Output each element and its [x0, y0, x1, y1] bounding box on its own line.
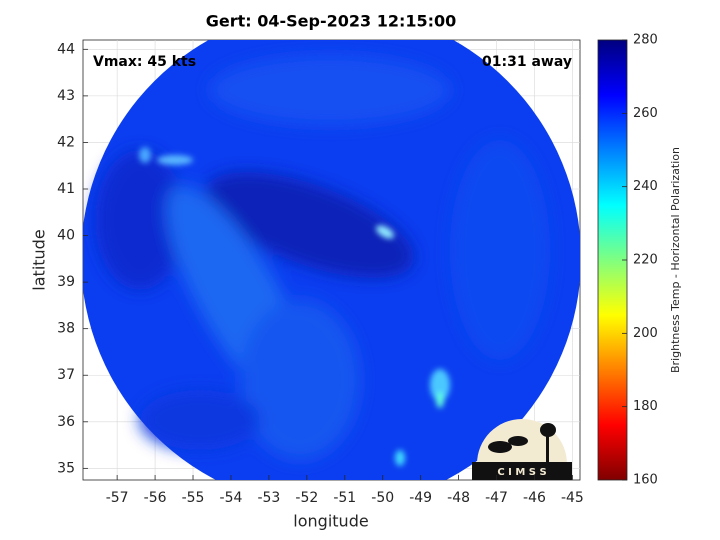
y-tick-label: 41: [57, 181, 75, 197]
colorbar-tick-label: 160: [633, 473, 658, 488]
y-tick-label: 42: [57, 134, 75, 150]
x-tick-label: -50: [371, 490, 394, 506]
x-axis-label: longitude: [293, 512, 368, 531]
y-tick-label: 43: [57, 88, 75, 104]
y-tick-label: 44: [57, 41, 75, 57]
y-tick-label: 35: [57, 460, 75, 476]
colorbar-label: Brightness Temp - Horizontal Polarizatio…: [669, 147, 682, 373]
x-tick-label: -49: [409, 490, 432, 506]
colorbar-tick-label: 280: [633, 33, 658, 48]
annotation: Vmax: 45 kts: [93, 54, 196, 70]
x-tick-label: -53: [257, 490, 280, 506]
x-tick-label: -48: [447, 490, 470, 506]
y-axis-label: latitude: [30, 229, 49, 290]
x-tick-label: -47: [485, 490, 508, 506]
y-tick-label: 40: [57, 228, 75, 244]
x-tick-label: -52: [295, 490, 318, 506]
x-tick-label: -55: [182, 490, 205, 506]
y-tick-label: 36: [57, 414, 75, 430]
colorbar-tick-label: 240: [633, 179, 658, 194]
x-tick-label: -54: [220, 490, 243, 506]
colorbar-tick-label: 260: [633, 106, 658, 121]
chart-title: Gert: 04-Sep-2023 12:15:00: [206, 12, 457, 31]
x-tick-label: -51: [333, 490, 356, 506]
x-tick-label: -45: [561, 490, 584, 506]
y-tick-label: 37: [57, 367, 75, 383]
y-tick-label: 38: [57, 321, 75, 337]
colorbar-tick-label: 180: [633, 399, 658, 414]
colorbar-tick-label: 200: [633, 326, 658, 341]
x-tick-label: -46: [523, 490, 546, 506]
logo: C I M S S: [472, 419, 572, 480]
x-tick-label: -57: [106, 490, 129, 506]
logo-text: C I M S S: [497, 467, 546, 478]
y-tick-label: 39: [57, 274, 75, 290]
satellite-image: [83, 40, 580, 480]
colorbar-tick-label: 220: [633, 253, 658, 268]
x-tick-label: -56: [144, 490, 167, 506]
annotation: 01:31 away: [482, 54, 572, 70]
